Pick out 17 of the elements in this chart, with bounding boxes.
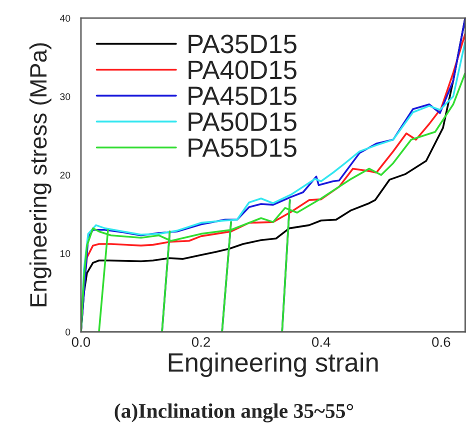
y-tick-label: 30: [60, 93, 70, 100]
legend-label: PA50D15: [188, 112, 296, 132]
x-tick-label: 0.6: [432, 337, 450, 347]
legend-label: PA40D15: [188, 60, 296, 80]
y-tick-label: 40: [60, 14, 70, 22]
x-tick-label: 0.4: [312, 337, 330, 347]
y-axis-title: Engineering stress (MPa): [29, 43, 52, 306]
y-tick-label: 20: [60, 172, 70, 179]
x-tick-label: 0.0: [72, 337, 90, 347]
text: (a)Inclination angle 35~55°: [114, 403, 354, 422]
legend-label: PA55D15: [188, 138, 296, 157]
legend-label: PA35D15: [188, 34, 296, 54]
y-tick-label: 10: [60, 250, 70, 258]
x-tick-label: 0.2: [192, 337, 210, 347]
legend-label: PA45D15: [188, 86, 296, 106]
x-axis-title: Engineering strain: [168, 352, 378, 378]
y-tick-label: 0: [66, 328, 70, 336]
